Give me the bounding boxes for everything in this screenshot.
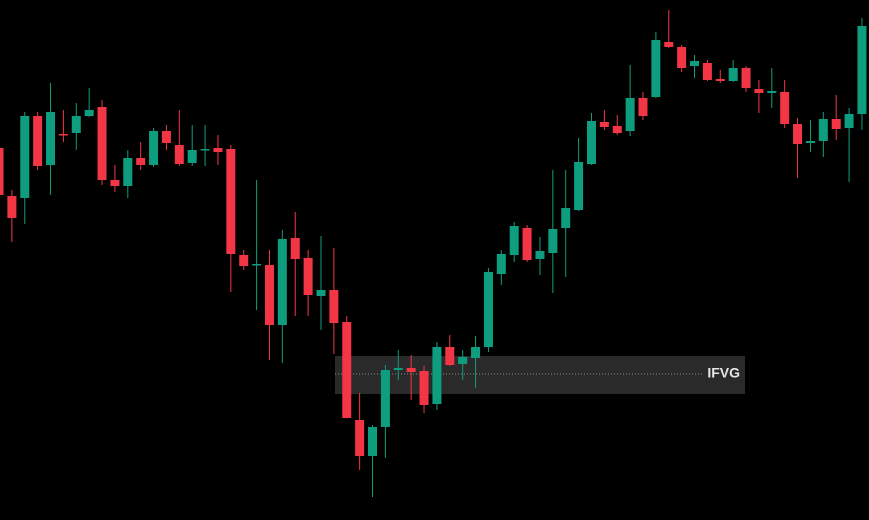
candle-body — [303, 258, 313, 295]
candle-body — [471, 347, 481, 358]
candle-body — [844, 114, 854, 128]
candle-body — [213, 148, 223, 152]
candle-body — [252, 264, 262, 266]
candle-body — [805, 141, 815, 143]
candle-body — [509, 226, 519, 255]
candle-body — [355, 420, 365, 456]
candle-body — [58, 134, 68, 136]
candle-body — [458, 357, 468, 364]
candle-body — [316, 290, 326, 296]
candle-body — [715, 79, 725, 81]
candle-body — [664, 42, 674, 47]
candle-body — [342, 322, 352, 418]
candle-body — [445, 347, 455, 365]
candle-body — [174, 145, 184, 164]
candle-body — [226, 149, 236, 254]
candle-body — [690, 61, 700, 66]
candle-body — [728, 68, 738, 81]
candle-body — [496, 254, 506, 274]
candle-body — [638, 98, 648, 116]
candle-body — [651, 40, 661, 97]
candle-body — [0, 148, 4, 195]
candle-body — [7, 196, 17, 218]
candle-body — [97, 107, 107, 180]
candle-body — [612, 126, 622, 133]
candle-body — [84, 110, 94, 116]
candle-body — [161, 131, 171, 143]
candle-body — [432, 347, 442, 404]
candle-body — [702, 63, 712, 80]
candle-body — [419, 371, 429, 405]
candle-body — [277, 239, 287, 325]
candle-body — [857, 26, 867, 114]
candle-body — [20, 116, 30, 198]
candle-body — [586, 121, 596, 164]
candle-body — [599, 122, 609, 127]
candle-body — [368, 427, 378, 456]
candle-body — [136, 158, 146, 165]
candle-body — [110, 180, 120, 186]
candle-body — [767, 91, 777, 93]
candle-body — [149, 131, 159, 165]
candle-body — [380, 370, 390, 427]
candle-body — [71, 116, 81, 133]
candle-body — [483, 272, 493, 347]
candle-body — [780, 92, 790, 124]
candle-body — [264, 265, 274, 325]
candle-body — [574, 162, 584, 210]
candle-body — [561, 208, 571, 228]
candle-body — [535, 251, 545, 259]
candle-body — [818, 119, 828, 141]
candle-body — [522, 228, 532, 260]
candle-body — [625, 98, 635, 131]
candle-body — [329, 290, 339, 323]
candle-body — [754, 89, 764, 93]
candle-body — [187, 150, 197, 163]
fvg-zone — [335, 356, 745, 394]
candle-body — [831, 119, 841, 129]
candle-body — [239, 255, 249, 266]
candle-body — [123, 158, 133, 186]
candle-body — [46, 112, 56, 165]
candle-body — [33, 116, 43, 166]
candle-body — [200, 149, 210, 151]
fvg-label: IFVG — [707, 365, 740, 381]
candle-body — [741, 68, 751, 88]
candle-body — [290, 238, 300, 259]
candle-body — [793, 124, 803, 144]
candle-body — [548, 229, 558, 253]
candle-body — [393, 368, 403, 370]
candle-body — [677, 47, 687, 68]
candle-body — [406, 368, 416, 372]
